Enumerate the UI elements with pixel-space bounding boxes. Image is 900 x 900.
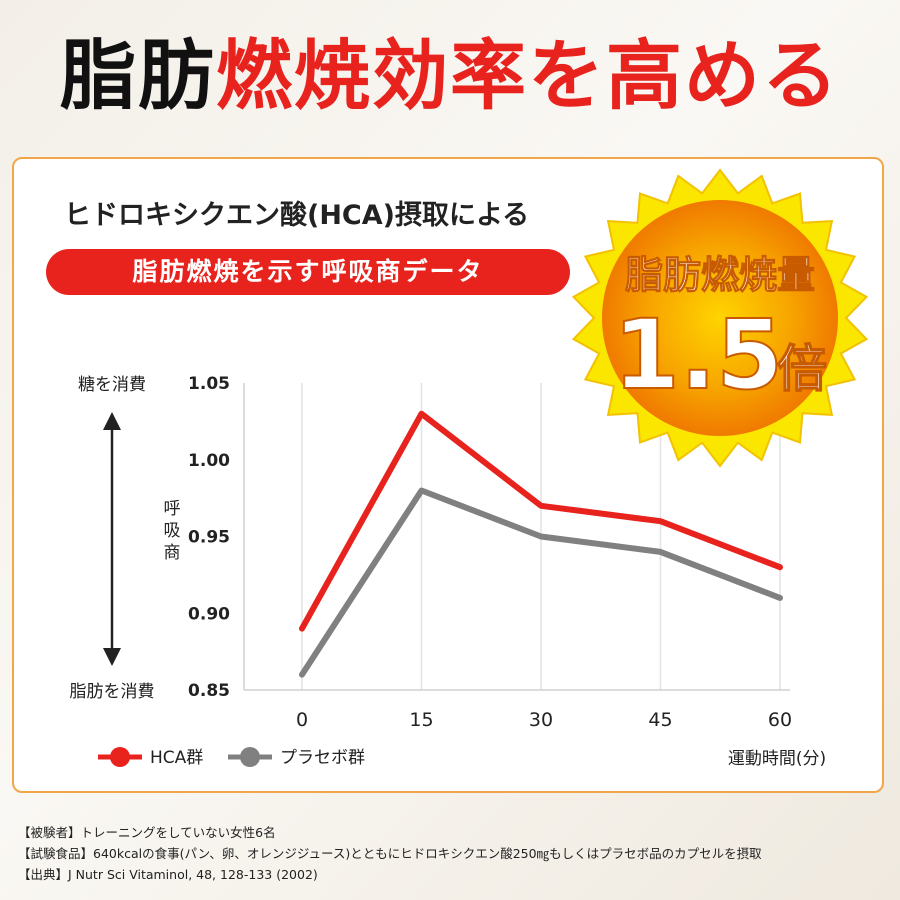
x-axis-label: 運動時間(分) <box>728 749 826 769</box>
y-tick-label-1: 0.90 <box>188 604 230 624</box>
headline-black: 脂肪 <box>60 31 216 120</box>
subtitle-pill: 脂肪燃焼を示す呼吸商データ <box>46 249 570 295</box>
consumption-arrow-head-up <box>103 412 121 430</box>
badge-core <box>602 200 838 436</box>
badge-value: 1.5 <box>613 299 783 411</box>
card-title: ヒドロキシクエン酸(HCA)摂取による <box>64 200 530 231</box>
note-fat-consumption: 脂肪を消費 <box>70 682 155 702</box>
series-line-0 <box>299 410 783 632</box>
note-sugar-consumption: 糖を消費 <box>78 375 146 395</box>
legend-label-1: プラセボ群 <box>280 748 365 768</box>
y-tick-label-0: 0.85 <box>188 681 230 701</box>
y-tick-label-2: 0.95 <box>188 528 230 548</box>
footnote-source: 【出典】J Nutr Sci Vitaminol, 48, 128-133 (2… <box>18 867 318 882</box>
headline-red: 燃焼効率 <box>216 31 528 120</box>
headline: 脂肪燃焼効率を高める <box>0 14 900 124</box>
x-tick-label-3: 45 <box>648 709 672 731</box>
series-line-1 <box>299 487 783 678</box>
footnote-test-food: 【試験食品】640kcalの食事(パン、卵、オレンジジュース)とともにヒドロキシ… <box>18 846 762 861</box>
y-tick-label-3: 1.00 <box>188 451 230 471</box>
y-axis-label: 呼吸商 <box>164 499 181 563</box>
badge-line1: 脂肪燃焼量 <box>625 253 815 297</box>
badge-unit: 倍 <box>777 340 827 398</box>
legend-swatch-dot-0 <box>110 747 130 767</box>
headline-rest: を高める <box>528 31 840 120</box>
legend-label-0: HCA群 <box>150 748 203 768</box>
x-tick-label-2: 30 <box>529 709 553 731</box>
consumption-arrow-head-down <box>103 648 121 666</box>
footnote-subjects: 【被験者】トレーニングをしていない女性6名 <box>18 825 276 840</box>
y-tick-label-4: 1.05 <box>188 374 230 394</box>
x-tick-label-0: 0 <box>296 709 308 731</box>
legend-swatch-dot-1 <box>240 747 260 767</box>
x-tick-label-4: 60 <box>768 709 792 731</box>
burn-badge: 脂肪燃焼量 1.5 倍 <box>571 168 869 468</box>
x-tick-label-1: 15 <box>409 709 433 731</box>
